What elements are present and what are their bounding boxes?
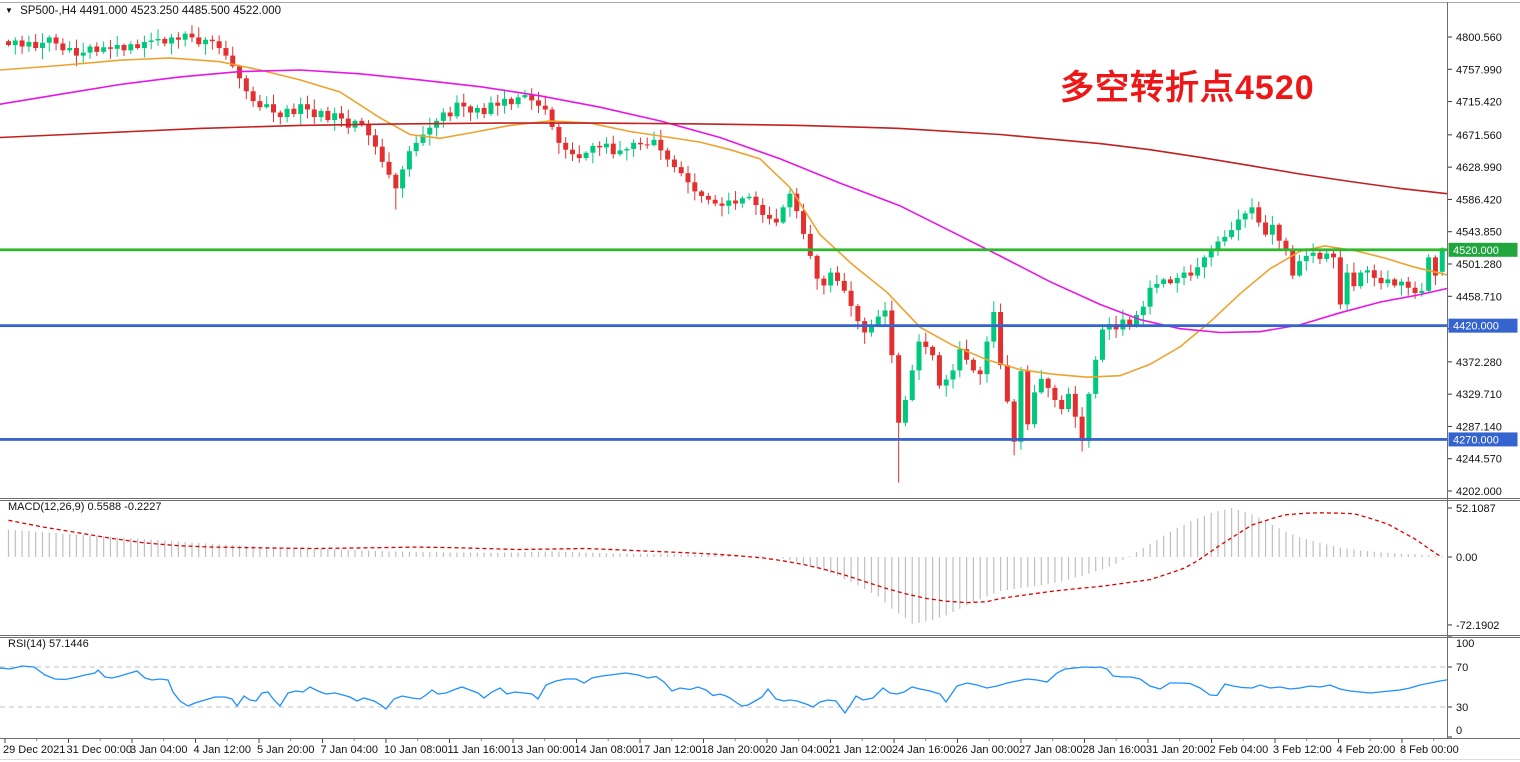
- svg-text:52.1087: 52.1087: [1456, 503, 1496, 515]
- ma-mid-magenta-line: [0, 69, 1448, 334]
- svg-text:26 Jan 00:00: 26 Jan 00:00: [956, 744, 1020, 756]
- svg-text:4671.560: 4671.560: [1456, 130, 1502, 142]
- svg-text:4202.000: 4202.000: [1456, 486, 1502, 498]
- price-badge-4520[interactable]: 4520.000: [1448, 242, 1518, 257]
- svg-text:4287.140: 4287.140: [1456, 421, 1502, 433]
- svg-text:7 Jan 04:00: 7 Jan 04:00: [321, 744, 379, 756]
- symbol-title: SP500-,H4: [20, 5, 77, 17]
- macd-histogram: [7, 508, 1443, 624]
- price-axis: 4800.560 4757.990 4715.420 4671.560 4628.990…: [1447, 32, 1502, 738]
- hline-4420[interactable]: [0, 324, 1447, 328]
- symbol-dropdown-icon[interactable]: ▼: [5, 6, 13, 15]
- svg-text:4329.710: 4329.710: [1456, 389, 1502, 401]
- svg-text:3 Jan 04:00: 3 Jan 04:00: [130, 744, 188, 756]
- svg-text:8 Feb 00:00: 8 Feb 00:00: [1400, 744, 1459, 756]
- svg-text:31 Jan 20:00: 31 Jan 20:00: [1146, 744, 1210, 756]
- symbol-info-line: ▼ SP500-,H4 4491.000 4523.250 4485.500 4…: [5, 5, 281, 17]
- svg-text:4628.990: 4628.990: [1456, 162, 1502, 174]
- svg-text:4420.000: 4420.000: [1453, 321, 1499, 333]
- svg-text:18 Jan 20:00: 18 Jan 20:00: [702, 744, 766, 756]
- svg-text:20 Jan 04:00: 20 Jan 04:00: [765, 744, 829, 756]
- svg-text:2 Feb 04:00: 2 Feb 04:00: [1210, 744, 1269, 756]
- svg-text:29 Dec 2021: 29 Dec 2021: [3, 744, 65, 756]
- time-axis: 29 Dec 2021 31 Dec 00:003 Jan 04:00 4 Jan …: [3, 738, 1459, 756]
- svg-text:4 Jan 12:00: 4 Jan 12:00: [194, 744, 252, 756]
- svg-text:4800.560: 4800.560: [1456, 32, 1502, 44]
- svg-text:4 Feb 20:00: 4 Feb 20:00: [1337, 744, 1396, 756]
- ohlc-values: 4491.000 4523.250 4485.500 4522.000: [79, 5, 282, 17]
- svg-text:13 Jan 00:00: 13 Jan 00:00: [511, 744, 575, 756]
- svg-text:70: 70: [1456, 662, 1468, 674]
- price-badge-4420[interactable]: 4420.000: [1448, 318, 1518, 333]
- svg-text:4586.420: 4586.420: [1456, 194, 1502, 206]
- svg-text:100: 100: [1456, 638, 1474, 650]
- svg-text:27 Jan 08:00: 27 Jan 08:00: [1019, 744, 1083, 756]
- svg-text:0.00: 0.00: [1456, 552, 1477, 564]
- svg-text:4715.420: 4715.420: [1456, 97, 1502, 109]
- candles-layer: [6, 25, 1445, 483]
- svg-text:24 Jan 16:00: 24 Jan 16:00: [892, 744, 956, 756]
- hline-4270[interactable]: [0, 438, 1447, 441]
- svg-text:4372.280: 4372.280: [1456, 357, 1502, 369]
- hline-4520[interactable]: [0, 248, 1447, 252]
- svg-text:4757.990: 4757.990: [1456, 64, 1502, 76]
- svg-text:10 Jan 08:00: 10 Jan 08:00: [384, 744, 448, 756]
- svg-text:4543.850: 4543.850: [1456, 227, 1502, 239]
- svg-text:21 Jan 12:00: 21 Jan 12:00: [829, 744, 893, 756]
- macd-signal-line: [8, 512, 1443, 604]
- annotation-text: 多空转折点4520: [1060, 69, 1315, 107]
- svg-text:30: 30: [1456, 702, 1468, 714]
- svg-text:4270.000: 4270.000: [1453, 434, 1499, 446]
- svg-text:4520.000: 4520.000: [1453, 245, 1499, 257]
- svg-text:0: 0: [1456, 725, 1462, 737]
- svg-text:3 Feb 12:00: 3 Feb 12:00: [1273, 744, 1332, 756]
- rsi-indicator-label: RSI(14) 57.1446: [8, 638, 89, 650]
- svg-text:4501.280: 4501.280: [1456, 259, 1502, 271]
- ma-slow-darkred-line: [0, 122, 1448, 195]
- svg-text:17 Jan 12:00: 17 Jan 12:00: [638, 744, 702, 756]
- svg-text:31 Dec 00:00: 31 Dec 00:00: [67, 744, 132, 756]
- svg-text:4244.570: 4244.570: [1456, 454, 1502, 466]
- svg-text:14 Jan 08:00: 14 Jan 08:00: [575, 744, 639, 756]
- svg-text:-72.1902: -72.1902: [1456, 620, 1499, 632]
- svg-text:5 Jan 20:00: 5 Jan 20:00: [257, 744, 315, 756]
- svg-text:11 Jan 16:00: 11 Jan 16:00: [448, 744, 511, 756]
- price-badge-4270[interactable]: 4270.000: [1448, 432, 1518, 447]
- svg-text:28 Jan 16:00: 28 Jan 16:00: [1083, 744, 1147, 756]
- rsi-panel: [0, 665, 1448, 715]
- svg-text:4458.710: 4458.710: [1456, 291, 1502, 303]
- ma-fast-orange-line: [0, 57, 1448, 379]
- macd-indicator-label: MACD(12,26,9) 0.5588 -0.2227: [8, 501, 162, 513]
